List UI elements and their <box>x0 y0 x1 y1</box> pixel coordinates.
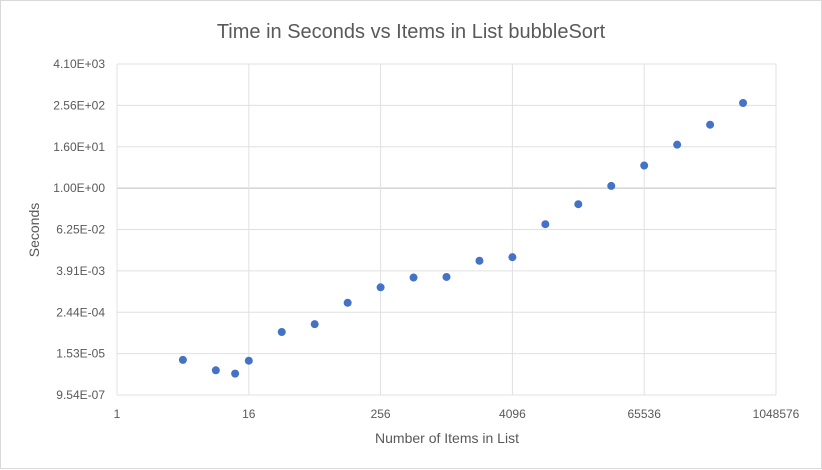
y-tick-label: 2.56E+02 <box>53 98 105 112</box>
data-point <box>277 328 286 337</box>
data-points <box>178 99 748 378</box>
x-tick-label: 65536 <box>628 407 662 421</box>
data-point <box>475 256 484 265</box>
x-tick-label: 256 <box>371 407 391 421</box>
data-point <box>211 366 220 375</box>
data-point <box>739 99 748 108</box>
x-tick-label: 16 <box>242 407 256 421</box>
data-point <box>442 272 451 281</box>
x-tick-label: 1048576 <box>753 407 800 421</box>
gridlines <box>116 63 777 396</box>
data-point <box>541 220 550 229</box>
data-point <box>673 140 682 149</box>
data-point <box>574 200 583 209</box>
data-point <box>376 283 385 292</box>
tick-labels: 9.54E-07 1.53E-05 2.44E-04 3.91E-03 6.25E-02… <box>53 57 799 421</box>
y-tick-label: 9.54E-07 <box>56 388 105 402</box>
y-tick-label: 2.44E-04 <box>56 305 105 319</box>
data-point <box>310 320 319 329</box>
y-tick-label: 1.60E+01 <box>53 140 105 154</box>
y-tick-label: 1.53E-05 <box>56 347 105 361</box>
data-point <box>409 273 418 282</box>
data-point <box>343 298 352 307</box>
data-point <box>178 355 187 364</box>
data-point <box>508 253 517 262</box>
data-point <box>244 356 253 365</box>
x-tick-label: 1 <box>114 407 121 421</box>
y-axis-title: Seconds <box>26 203 42 257</box>
data-point <box>607 181 616 190</box>
y-tick-label: 4.10E+03 <box>53 57 105 71</box>
y-tick-label: 3.91E-03 <box>56 264 105 278</box>
data-point <box>640 161 649 170</box>
chart-title: Time in Seconds vs Items in List bubbleS… <box>217 21 606 43</box>
y-tick-label: 1.00E+00 <box>53 181 105 195</box>
data-point <box>231 369 240 378</box>
y-tick-label: 6.25E-02 <box>56 223 105 237</box>
x-axis-title: Number of Items in List <box>375 430 519 446</box>
data-point <box>706 120 715 129</box>
x-tick-label: 4096 <box>499 407 526 421</box>
